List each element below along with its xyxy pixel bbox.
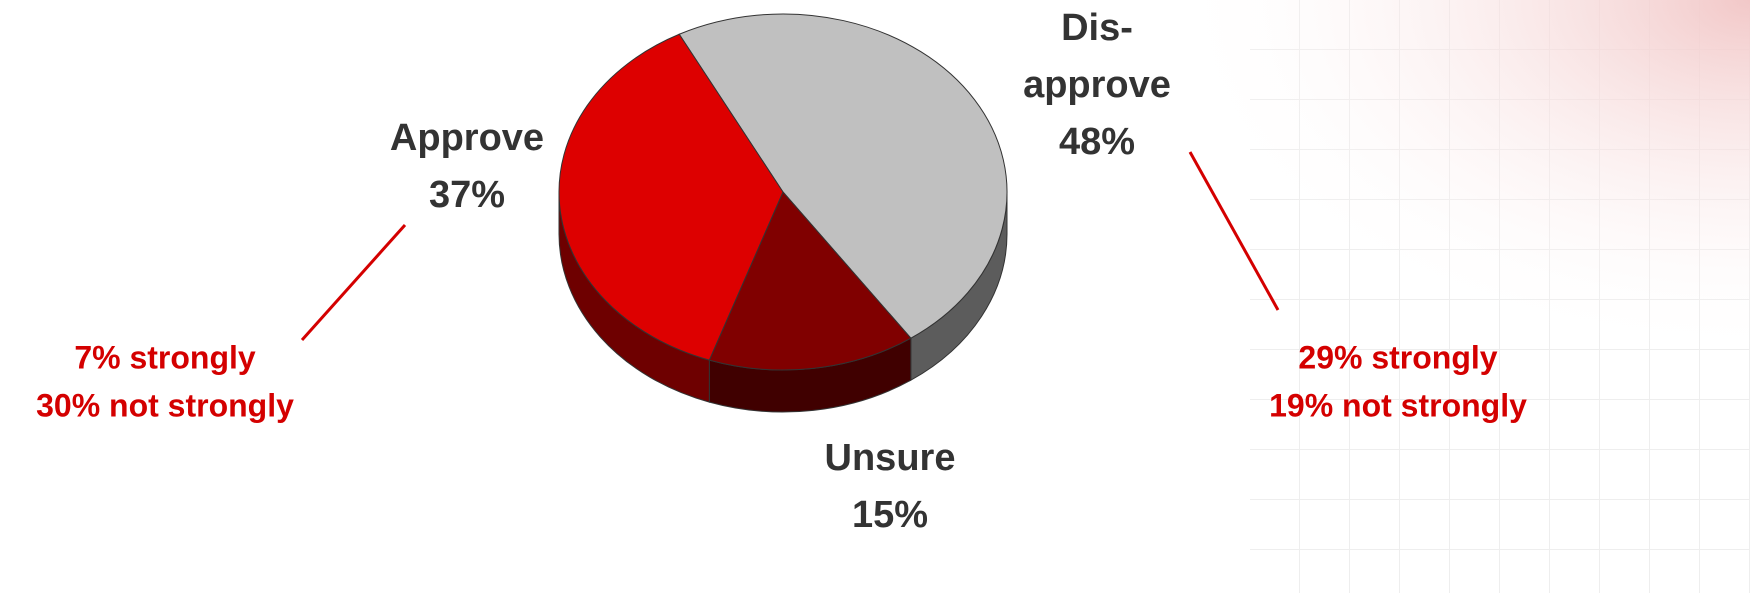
slice-label: Approve [390,117,544,159]
leader-line [1188,151,1280,311]
slice-label: Unsure [825,437,956,479]
slice-value-label: 15% [852,494,928,536]
annotation: 29% strongly [1298,339,1497,375]
slice-value-label: 48% [1059,121,1135,163]
leader-line [300,223,407,342]
slice [558,33,784,361]
background-glow [1100,0,1750,400]
annotation: 7% strongly [74,339,256,375]
slice-label: Dis-approve [1023,7,1171,106]
slice [678,13,1008,339]
annotation: 19% not strongly [1269,387,1527,423]
slice-value-label: 37% [429,174,505,216]
annotation: 30% not strongly [36,387,294,423]
slice [708,191,912,371]
